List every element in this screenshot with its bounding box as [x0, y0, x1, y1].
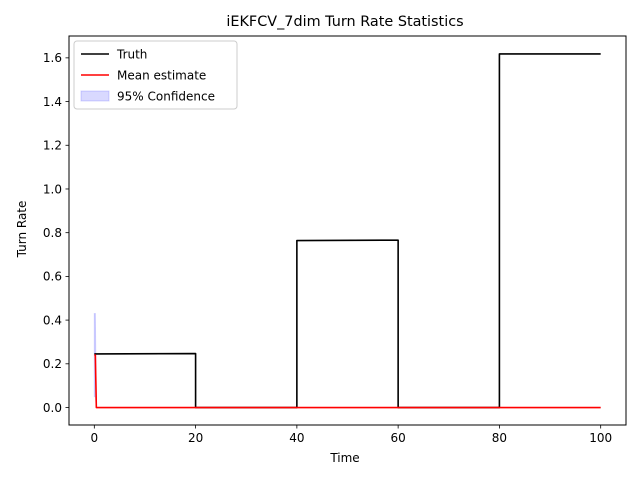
- legend-label: 95% Confidence: [117, 89, 215, 103]
- y-tick-label: 1.6: [43, 51, 62, 65]
- y-axis-label: Turn Rate: [15, 201, 29, 259]
- x-tick-label: 80: [492, 431, 507, 445]
- y-tick-label: 1.0: [43, 182, 62, 196]
- x-tick-label: 60: [390, 431, 405, 445]
- series-line-mean-estimate: [94, 354, 601, 409]
- x-tick-label: 0: [90, 431, 98, 445]
- plot-area-frame: [68, 35, 627, 426]
- y-tick-label: 0.2: [43, 357, 62, 371]
- y-tick-label: 0.0: [43, 401, 62, 415]
- x-axis-label: Time: [329, 451, 359, 465]
- y-tick-label: 0.8: [43, 226, 62, 240]
- x-tick-label: 20: [188, 431, 203, 445]
- series-line-truth: [94, 53, 601, 409]
- series-layer: [94, 53, 601, 409]
- legend-box: [73, 40, 238, 110]
- y-axis-ticks: 0.0 0.2 0.4 0.6 0.8 1.0 1.2 1.4 1.6: [43, 51, 69, 415]
- legend: Truth Mean estimate 95% Confidence: [73, 40, 238, 110]
- x-tick-label: 100: [589, 431, 612, 445]
- legend-label: Mean estimate: [117, 68, 206, 82]
- chart-title: iEKFCV_7dim Turn Rate Statistics: [226, 14, 463, 30]
- y-tick-label: 1.2: [43, 139, 62, 153]
- x-tick-label: 40: [289, 431, 304, 445]
- y-tick-label: 0.4: [43, 313, 62, 327]
- legend-label: Truth: [116, 47, 147, 61]
- y-tick-label: 0.6: [43, 270, 62, 284]
- y-tick-label: 1.4: [43, 95, 62, 109]
- x-axis-ticks: 0 20 40 60 80 100: [90, 425, 612, 445]
- legend-swatch: [80, 90, 110, 102]
